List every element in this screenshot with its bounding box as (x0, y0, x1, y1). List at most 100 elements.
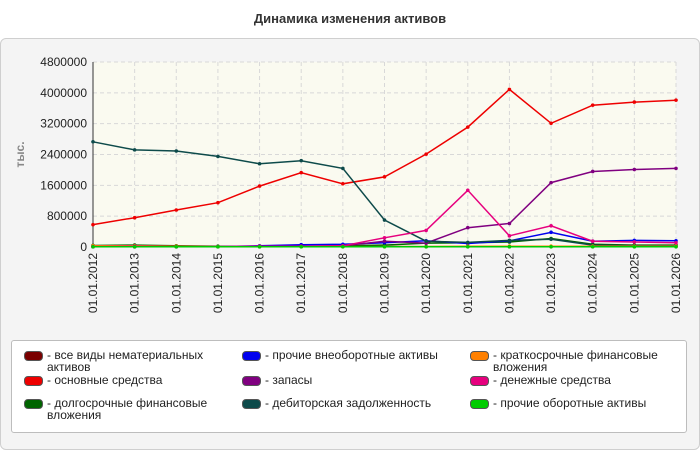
legend-item: - прочие внеоборотные активы (242, 349, 447, 361)
legend-label: - основные средства (47, 373, 163, 387)
data-point (465, 225, 470, 230)
data-point (424, 239, 428, 244)
x-tick-label: 01.01.2014 (169, 253, 183, 313)
series-8 (91, 245, 678, 249)
data-point (257, 161, 262, 166)
y-tick-label: 3200000 (40, 117, 87, 131)
data-point (507, 87, 512, 92)
legend-swatch (470, 399, 489, 409)
x-tick-label: 01.01.2025 (627, 253, 641, 313)
data-point (216, 245, 220, 249)
data-point (549, 180, 553, 185)
data-point (341, 245, 345, 249)
data-point (174, 149, 179, 153)
x-tick-label: 01.01.2021 (461, 253, 475, 313)
data-point (590, 245, 595, 249)
data-point (257, 245, 262, 249)
data-point (590, 103, 595, 107)
data-point (424, 228, 428, 233)
data-point (549, 237, 553, 242)
data-point (91, 139, 95, 144)
legend-label: - прочие внеоборотные активы (265, 348, 438, 362)
x-tick-label: 01.01.2023 (544, 253, 558, 313)
data-point (299, 245, 304, 249)
data-point (632, 245, 637, 249)
x-tick-label: 01.01.2024 (586, 253, 600, 313)
legend-swatch (24, 376, 43, 386)
data-point (132, 148, 137, 152)
x-tick-label: 01.01.2020 (419, 253, 433, 313)
data-point (382, 235, 387, 240)
legend-swatch (24, 351, 43, 361)
x-tick-label: 01.01.2013 (128, 253, 142, 313)
x-tick-label: 01.01.2019 (378, 253, 392, 313)
legend-label: - краткосрочные финансовые вложения (493, 348, 658, 374)
x-tick-label: 01.01.2026 (669, 253, 683, 313)
data-point (216, 154, 220, 159)
data-point (299, 170, 304, 175)
data-point (590, 169, 595, 174)
data-point (341, 181, 345, 186)
data-point (590, 239, 595, 244)
data-point (465, 245, 470, 249)
data-point (674, 240, 678, 245)
data-point (424, 152, 428, 156)
data-point (507, 221, 512, 226)
y-tick-label: 2400000 (40, 148, 87, 162)
data-point (132, 245, 137, 249)
legend-swatch (24, 399, 43, 409)
data-point (174, 208, 179, 212)
x-tick-label: 01.01.2018 (336, 253, 350, 313)
data-point (674, 98, 678, 102)
data-point (549, 230, 553, 235)
x-tick-label: 01.01.2012 (86, 253, 100, 313)
data-point (382, 218, 387, 222)
data-point (465, 188, 470, 193)
data-point (91, 222, 95, 227)
data-point (257, 184, 262, 188)
data-point (132, 215, 137, 220)
legend-item: - долгосрочные финансовые вложения (24, 397, 229, 421)
label-layer: 4800000 4000000 3200000 2400000 1600000 80000… (13, 55, 683, 313)
data-point (632, 100, 637, 104)
data-point (424, 245, 428, 249)
data-point (507, 245, 512, 249)
legend-label: - долгосрочные финансовые вложения (47, 396, 208, 422)
data-point (507, 234, 512, 238)
y-tick-label: 4000000 (40, 86, 87, 100)
data-point (465, 125, 470, 129)
data-point (216, 200, 220, 205)
legend-item: - все виды нематериальных активов (24, 349, 229, 373)
chart-title: Динамика изменения активов (253, 11, 447, 26)
series-5 (91, 139, 678, 248)
data-point (674, 166, 678, 171)
legend-item: - краткосрочные финансовые вложения (470, 349, 680, 373)
x-tick-label: 01.01.2017 (294, 253, 308, 313)
y-tick-label: 0 (80, 240, 87, 254)
x-tick-label: 01.01.2022 (502, 253, 516, 313)
legend-label: - денежные средства (493, 373, 611, 387)
data-point (341, 166, 345, 171)
legend-item: - прочие оборотные активы (470, 397, 680, 409)
data-point (465, 240, 470, 245)
legend-item: - дебиторская задолженность (242, 397, 447, 409)
data-point (382, 245, 387, 249)
series-1 (91, 87, 678, 227)
y-tick-label: 1600000 (40, 178, 87, 192)
data-point (632, 167, 637, 172)
data-point (382, 175, 387, 179)
data-point (382, 239, 387, 244)
y-tick-label: 800000 (47, 209, 87, 223)
legend-swatch (242, 351, 261, 361)
legend-swatch (242, 399, 261, 409)
data-point (299, 158, 304, 163)
data-point (632, 240, 637, 244)
x-tick-label: 01.01.2016 (253, 253, 267, 313)
legend-label: - прочие оборотные активы (493, 396, 647, 410)
legend-swatch (242, 376, 261, 386)
data-point (91, 245, 95, 249)
data-point (549, 121, 553, 126)
chart-legend: - все виды нематериальных активов - основ… (11, 340, 687, 433)
legend-swatch (470, 376, 489, 386)
